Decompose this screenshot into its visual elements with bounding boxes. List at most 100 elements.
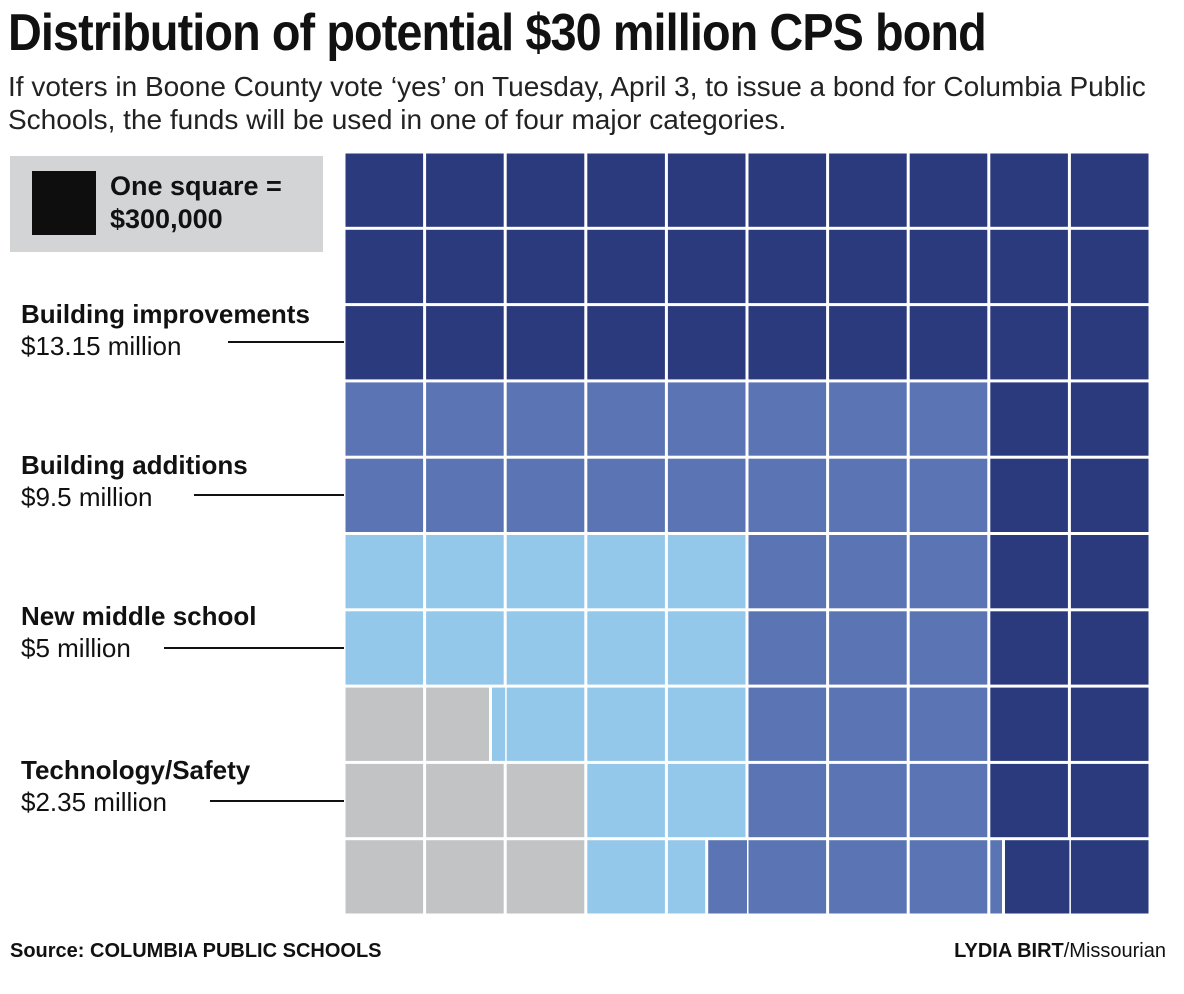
waffle-square-new-middle-school <box>426 535 504 609</box>
waffle-square-building-improvements <box>1070 458 1149 532</box>
waffle-square-new-middle-school <box>587 840 665 914</box>
chart-title: Distribution of potential $30 million CP… <box>8 4 987 62</box>
waffle-square-building-additions <box>829 763 907 838</box>
waffle-square-building-additions <box>909 535 988 609</box>
credit-line: LYDIA BIRT/Missourian <box>954 940 1166 963</box>
waffle-square-building-additions <box>748 687 827 761</box>
waffle-square-building-improvements <box>426 153 504 227</box>
waffle-square-building-additions <box>909 458 988 532</box>
waffle-square-new-middle-school <box>587 763 665 838</box>
waffle-square-building-additions <box>909 763 988 838</box>
waffle-square-new-middle-school <box>426 611 504 685</box>
credit-author: LYDIA BIRT <box>954 940 1064 962</box>
waffle-square-building-improvements <box>1070 306 1149 380</box>
waffle-square-new-middle-school <box>667 763 746 838</box>
legend-swatch <box>32 171 96 235</box>
waffle-square-technology-safety <box>345 840 424 914</box>
waffle-square-building-improvements <box>506 153 585 227</box>
waffle-square-building-improvements <box>1070 687 1149 761</box>
waffle-square-building-additions <box>829 535 907 609</box>
waffle-square-building-additions <box>426 458 504 532</box>
waffle-square-building-improvements <box>748 153 827 227</box>
waffle-square-new-middle-school <box>587 611 665 685</box>
waffle-square-building-improvements <box>1070 153 1149 227</box>
waffle-square-part-building-additions <box>708 840 747 914</box>
waffle-square-new-middle-school <box>587 535 665 609</box>
waffle-square-building-improvements <box>667 229 746 304</box>
waffle-square-building-additions <box>829 382 907 456</box>
category-label-building-improvements: Building improvements $13.15 million <box>21 298 310 362</box>
waffle-square-building-improvements <box>1070 382 1149 456</box>
waffle-square-building-improvements <box>1070 840 1149 914</box>
waffle-square-building-improvements <box>345 153 424 227</box>
category-amount: $9.5 million <box>21 482 153 512</box>
waffle-square-part-new-middle-school <box>492 687 506 761</box>
waffle-square-building-improvements <box>1070 535 1149 609</box>
waffle-square-building-additions <box>748 458 827 532</box>
category-name: Building additions <box>21 450 248 480</box>
waffle-square-building-additions <box>667 382 746 456</box>
waffle-square-new-middle-school <box>345 535 424 609</box>
waffle-square-building-additions <box>587 458 665 532</box>
waffle-square-building-improvements <box>990 535 1068 609</box>
category-label-building-additions: Building additions $9.5 million <box>21 449 248 513</box>
waffle-square-building-improvements <box>426 229 504 304</box>
leader-line <box>164 647 383 649</box>
waffle-square-part-building-improvements <box>1004 840 1070 914</box>
waffle-square-building-additions <box>829 458 907 532</box>
waffle-square-technology-safety <box>506 763 585 838</box>
waffle-square-building-improvements <box>667 153 746 227</box>
waffle-square-building-additions <box>426 382 504 456</box>
category-amount: $13.15 million <box>21 331 182 361</box>
waffle-square-building-improvements <box>990 382 1068 456</box>
waffle-square-building-improvements <box>990 153 1068 227</box>
waffle-square-building-improvements <box>1070 763 1149 838</box>
waffle-square-building-improvements <box>909 229 988 304</box>
leader-dot <box>376 488 390 502</box>
waffle-square-building-improvements <box>587 229 665 304</box>
leader-line <box>194 494 383 496</box>
leader-dot <box>376 335 390 349</box>
waffle-square-new-middle-school <box>587 687 665 761</box>
waffle-square-building-improvements <box>748 306 827 380</box>
waffle-square-building-additions <box>587 382 665 456</box>
category-label-technology-safety: Technology/Safety $2.35 million <box>21 754 250 818</box>
leader-dot <box>376 794 390 808</box>
waffle-square-building-additions <box>748 840 827 914</box>
waffle-square-building-additions <box>748 382 827 456</box>
waffle-square-technology-safety <box>506 840 585 914</box>
waffle-square-building-additions <box>748 611 827 685</box>
waffle-square-building-additions <box>748 763 827 838</box>
waffle-square-building-additions <box>909 840 988 914</box>
waffle-square-building-additions <box>829 611 907 685</box>
waffle-square-building-improvements <box>990 458 1068 532</box>
waffle-square-new-middle-school <box>506 611 585 685</box>
category-amount: $2.35 million <box>21 787 167 817</box>
waffle-square-building-improvements <box>506 229 585 304</box>
waffle-square-building-additions <box>909 687 988 761</box>
waffle-square-new-middle-school <box>506 687 585 761</box>
waffle-background <box>344 152 1150 915</box>
waffle-square-part-new-middle-school <box>667 840 706 914</box>
waffle-square-building-additions <box>345 382 424 456</box>
waffle-square-part-technology-safety <box>426 687 490 761</box>
source-note: Source: COLUMBIA PUBLIC SCHOOLS <box>10 940 382 962</box>
waffle-square-building-additions <box>506 458 585 532</box>
waffle-square-building-additions <box>909 382 988 456</box>
waffle-square-building-improvements <box>829 153 907 227</box>
category-label-new-middle-school: New middle school $5 million <box>21 600 257 664</box>
waffle-square-new-middle-school <box>667 535 746 609</box>
legend: One square = $300,000 <box>10 156 323 252</box>
waffle-square-building-improvements <box>990 687 1068 761</box>
waffle-square-building-improvements <box>667 306 746 380</box>
category-amount: $5 million <box>21 633 131 663</box>
leader-line <box>210 800 383 802</box>
waffle-square-building-improvements <box>990 763 1068 838</box>
waffle-square-new-middle-school <box>506 535 585 609</box>
waffle-square-building-improvements <box>506 306 585 380</box>
waffle-square-building-additions <box>829 687 907 761</box>
waffle-square-building-additions <box>829 840 907 914</box>
waffle-square-building-additions <box>748 535 827 609</box>
waffle-square-building-additions <box>667 458 746 532</box>
waffle-square-technology-safety <box>426 763 504 838</box>
